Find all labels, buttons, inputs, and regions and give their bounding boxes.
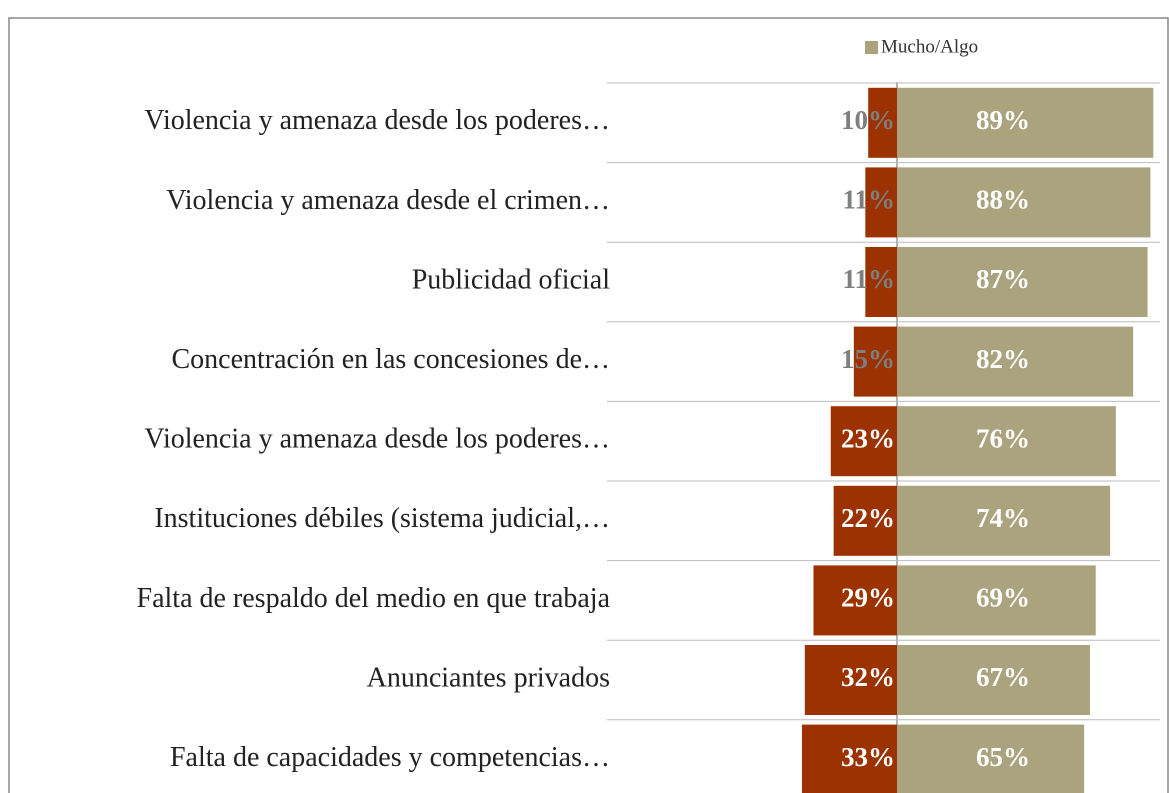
bar-positive xyxy=(897,406,1116,477)
data-label: 29% xyxy=(841,583,895,613)
data-label: 33% xyxy=(841,742,895,772)
bar-negative xyxy=(801,724,897,793)
data-label: 82% xyxy=(976,344,1030,374)
category-label: Violencia y amenaza desde el crimen… xyxy=(166,185,610,216)
data-label: 88% xyxy=(976,185,1030,215)
bar-positive xyxy=(897,167,1151,238)
bar-negative xyxy=(813,565,897,636)
frame xyxy=(8,17,1169,793)
bar-positive xyxy=(897,485,1111,556)
bar-negative xyxy=(830,406,897,477)
data-label: 87% xyxy=(976,264,1030,294)
bar-positive xyxy=(897,645,1090,715)
category-label: Anunciantes privados xyxy=(367,662,610,693)
data-label: 65% xyxy=(976,742,1030,772)
data-label: 11% xyxy=(842,264,895,294)
bar-positive xyxy=(897,565,1096,636)
bar-positive xyxy=(897,87,1154,158)
data-label: 22% xyxy=(841,503,895,533)
data-label: 89% xyxy=(976,105,1030,135)
data-label: 74% xyxy=(976,503,1030,533)
bar-positive xyxy=(897,724,1085,793)
bar-negative xyxy=(853,326,897,397)
data-label: 11% xyxy=(842,185,895,215)
legend-swatch xyxy=(865,41,878,54)
category-label: Publicidad oficial xyxy=(412,264,611,295)
data-label: 67% xyxy=(976,662,1030,692)
bar-negative xyxy=(865,247,897,317)
data-label: 32% xyxy=(841,662,895,692)
data-label: 76% xyxy=(976,423,1030,453)
bar-positive xyxy=(897,247,1148,317)
category-label: Instituciones débiles (sistema judicial,… xyxy=(154,503,610,534)
bar-negative xyxy=(833,485,897,556)
category-label: Violencia y amenaza desde los poderes… xyxy=(144,105,610,136)
category-label: Falta de capacidades y competencias… xyxy=(170,742,610,773)
data-label: 69% xyxy=(976,583,1030,613)
data-label: 23% xyxy=(841,423,895,453)
legend-label: Mucho/Algo xyxy=(881,36,978,57)
bar-negative xyxy=(865,167,897,238)
bar-negative xyxy=(868,87,897,158)
category-label: Violencia y amenaza desde los poderes… xyxy=(144,424,610,455)
bar-negative xyxy=(804,645,897,715)
category-label: Concentración en las concesiones de… xyxy=(171,344,610,375)
bar-positive xyxy=(897,326,1134,397)
data-label: 15% xyxy=(841,344,895,374)
category-label: Falta de respaldo del medio en que traba… xyxy=(137,583,611,614)
data-label: 10% xyxy=(841,105,895,135)
